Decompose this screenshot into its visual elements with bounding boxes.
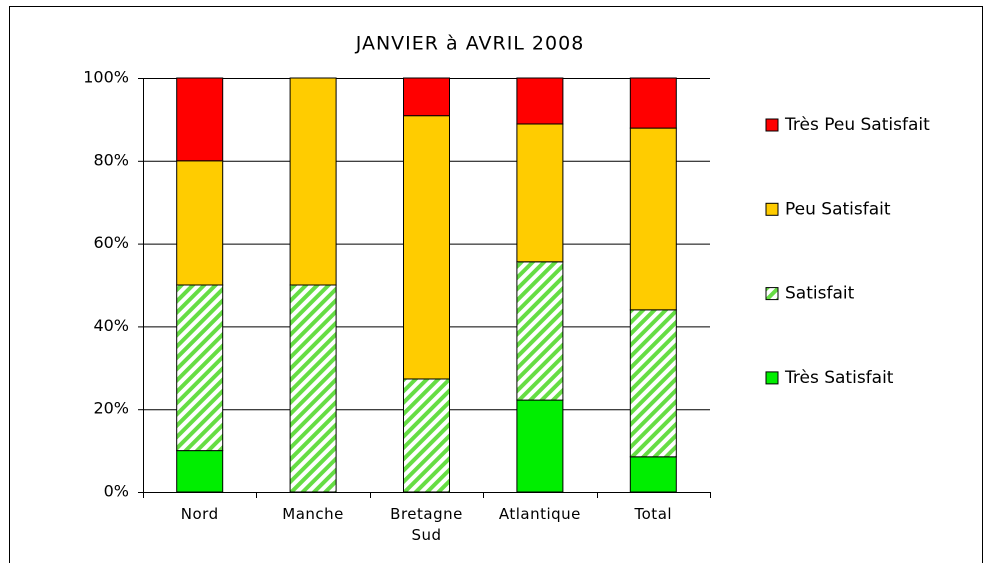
bar-segment xyxy=(289,284,337,493)
chart-border xyxy=(9,6,983,563)
bar-segment xyxy=(403,378,450,493)
y-tick-label: 0% xyxy=(104,482,129,501)
bar-segment xyxy=(403,77,450,117)
x-tick-label: Atlantique xyxy=(498,505,581,523)
bar-segment xyxy=(176,77,224,162)
bar-segment xyxy=(289,77,337,286)
legend-swatch xyxy=(765,202,779,216)
legend-label: Très Peu Satisfait xyxy=(784,115,930,135)
legend-swatch xyxy=(765,287,779,301)
bar-segment xyxy=(629,309,677,458)
bar-segment xyxy=(176,284,224,452)
bar-segment xyxy=(516,399,564,493)
bar-segment xyxy=(516,77,564,125)
bar-segment xyxy=(629,77,677,129)
x-tick-label: Total xyxy=(634,505,673,523)
bar-segment xyxy=(516,261,564,401)
legend-swatch xyxy=(765,371,779,385)
x-tick-label: Nord xyxy=(180,505,219,523)
y-tick-label: 80% xyxy=(93,150,129,169)
legend-swatch xyxy=(765,118,779,132)
bar-segment xyxy=(176,160,224,286)
bar-segment xyxy=(629,127,677,311)
legend-label: Peu Satisfait xyxy=(785,199,891,219)
bar-segment xyxy=(629,456,677,493)
legend-label: Très Satisfait xyxy=(784,368,894,388)
legend-label: Satisfait xyxy=(785,284,855,304)
y-tick-label: 40% xyxy=(93,316,129,335)
bar-segment xyxy=(516,123,564,263)
bar-segment xyxy=(176,450,224,493)
x-tick-label: Manche xyxy=(282,505,344,523)
y-tick-label: 100% xyxy=(83,68,129,87)
chart-title: JANVIER à AVRIL 2008 xyxy=(355,33,585,55)
x-tick-label: Bretagne Sud xyxy=(390,505,463,544)
y-tick-label: 60% xyxy=(93,233,129,252)
bar-segment xyxy=(403,115,450,380)
y-tick-label: 20% xyxy=(93,399,129,418)
